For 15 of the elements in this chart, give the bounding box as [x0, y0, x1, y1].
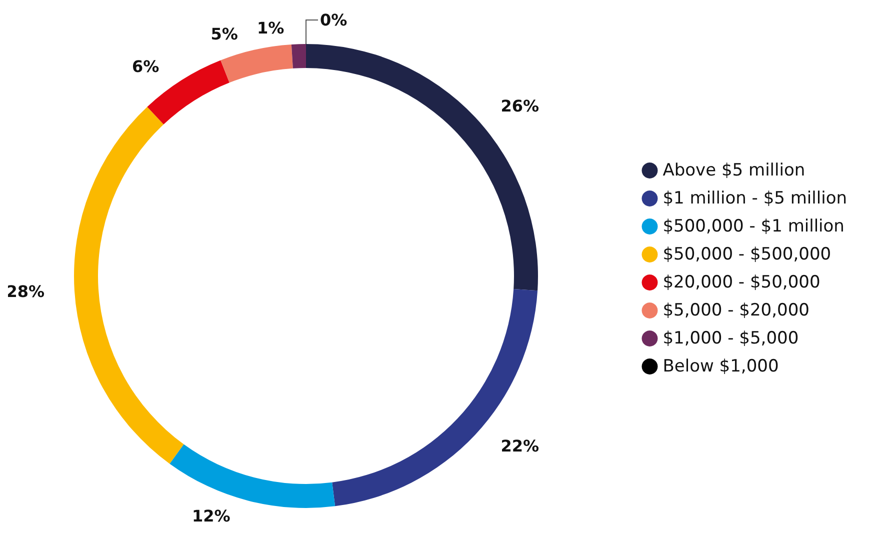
- legend-label: $5,000 - $20,000: [662, 300, 810, 320]
- legend-label: $1 million - $5 million: [662, 188, 848, 208]
- data-label: 22%: [500, 436, 540, 456]
- legend-label: Below $1,000: [662, 356, 779, 376]
- legend-label: Above $5 million: [662, 160, 806, 180]
- data-label: 5%: [210, 24, 238, 44]
- legend-label: $50,000 - $500,000: [662, 244, 832, 264]
- data-label: 26%: [500, 96, 540, 116]
- data-label: 12%: [192, 506, 230, 526]
- text: 0%: [320, 10, 348, 30]
- data-label: 1%: [257, 18, 284, 38]
- legend-label: $500,000 - $1 million: [662, 216, 844, 236]
- legend-label: $1,000 - $5,000: [662, 328, 799, 348]
- legend-label: $20,000 - $50,000: [662, 272, 820, 292]
- data-label: 6%: [132, 57, 160, 76]
